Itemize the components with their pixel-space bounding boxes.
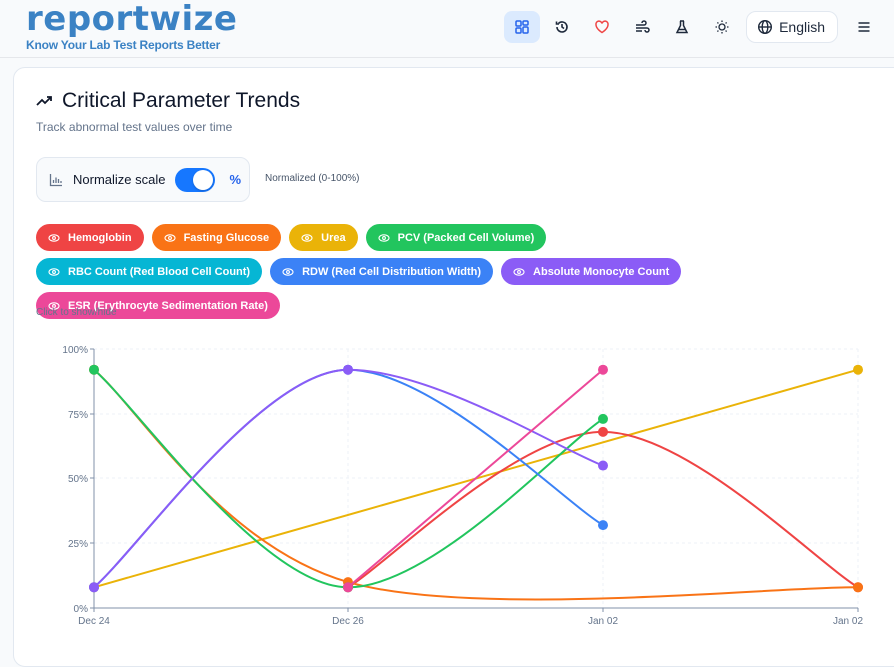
app-header: reportwize Know Your Lab Test Reports Be…: [0, 0, 894, 58]
normalize-toggle[interactable]: [175, 167, 216, 192]
card-title-text: Critical Parameter Trends: [62, 89, 301, 112]
logo[interactable]: reportwize Know Your Lab Test Reports Be…: [26, 0, 237, 52]
dashboard-icon: [515, 20, 529, 34]
svg-text:Dec 26: Dec 26: [332, 616, 364, 627]
grid: [94, 348, 859, 608]
normalize-note: Normalized (0-100%): [265, 173, 360, 184]
eye-icon: [164, 233, 176, 242]
chip-label: Fasting Glucose: [183, 231, 270, 244]
data-point[interactable]: [343, 582, 353, 593]
svg-text:Jan 02: Jan 02: [833, 616, 863, 627]
toggle-hint: Click to show/hide: [36, 307, 117, 318]
normalize-label: Normalize scale: [73, 172, 166, 187]
language-label: English: [779, 19, 825, 35]
logo-wordmark: reportwize: [26, 0, 238, 39]
dashboard-button[interactable]: [504, 11, 541, 43]
data-point[interactable]: [598, 520, 608, 531]
chip-label: PCV (Packed Cell Volume): [397, 231, 535, 244]
data-point[interactable]: [343, 364, 353, 375]
series-esr-erythrocyte-sedimentation-rate: [343, 364, 608, 593]
card-title: Critical Parameter Trends: [36, 89, 300, 113]
parameter-chip[interactable]: RDW (Red Cell Distribution Width): [270, 258, 494, 285]
chip-label: Urea: [321, 231, 346, 244]
svg-text:50%: 50%: [68, 474, 88, 485]
wind-icon: [636, 20, 650, 33]
series-fasting-glucose: [89, 364, 863, 601]
svg-text:Jan 02: Jan 02: [588, 616, 618, 627]
data-point[interactable]: [598, 413, 608, 424]
flask-icon: [675, 20, 689, 34]
data-point[interactable]: [89, 582, 99, 593]
chip-label: Hemoglobin: [68, 231, 132, 244]
data-point[interactable]: [598, 460, 608, 471]
normalize-control: Normalize scale %: [36, 157, 250, 202]
wind-button[interactable]: [624, 11, 660, 43]
parameter-chips: Hemoglobin Fasting Glucose Urea PCV (Packed…: [36, 224, 756, 319]
x-tick-labels: Dec 24 Dec 26 Jan 02 Jan 02: [78, 616, 863, 627]
chip-label: Absolute Monocyte Count: [533, 265, 670, 278]
chip-label: RBC Count (Red Blood Cell Count): [68, 265, 251, 278]
y-tick-labels: 100% 75% 50% 25% 0%: [62, 345, 88, 615]
eye-icon: [48, 233, 60, 242]
series-layer: [89, 364, 863, 601]
chip-label: RDW (Red Cell Distribution Width): [302, 265, 482, 278]
trending-up-icon: [36, 96, 52, 106]
eye-icon: [48, 301, 60, 310]
eye-icon: [301, 233, 313, 242]
menu-button[interactable]: [846, 11, 882, 43]
history-button[interactable]: [544, 11, 580, 43]
svg-text:100%: 100%: [62, 345, 88, 356]
logo-tagline: Know Your Lab Test Reports Better: [26, 38, 221, 52]
percent-icon: %: [229, 172, 242, 187]
parameter-chip[interactable]: Hemoglobin: [36, 224, 144, 251]
parameter-chip[interactable]: Urea: [289, 224, 358, 251]
data-point[interactable]: [598, 364, 608, 375]
eye-icon: [282, 267, 294, 276]
bar-chart-icon: [49, 173, 62, 186]
svg-text:Dec 24: Dec 24: [78, 616, 110, 627]
svg-text:0%: 0%: [74, 604, 89, 615]
heart-icon: [595, 20, 609, 34]
parameter-chip[interactable]: ESR (Erythrocyte Sedimentation Rate): [36, 292, 280, 319]
data-point[interactable]: [853, 582, 863, 593]
card-subtitle: Track abnormal test values over time: [36, 120, 233, 134]
globe-icon: [758, 19, 773, 35]
data-point[interactable]: [853, 364, 863, 375]
svg-text:75%: 75%: [68, 410, 88, 421]
data-point[interactable]: [598, 426, 608, 437]
parameter-chip[interactable]: Fasting Glucose: [151, 224, 282, 251]
parameter-chip[interactable]: PCV (Packed Cell Volume): [365, 224, 547, 251]
lab-button[interactable]: [664, 11, 700, 43]
chip-label: ESR (Erythrocyte Sedimentation Rate): [68, 299, 268, 312]
top-nav: English: [504, 11, 882, 43]
history-icon: [555, 21, 568, 33]
parameter-chip[interactable]: RBC Count (Red Blood Cell Count): [36, 258, 263, 285]
theme-toggle-button[interactable]: [704, 11, 740, 43]
menu-icon: [858, 22, 870, 32]
parameter-chip[interactable]: Absolute Monocyte Count: [501, 258, 682, 285]
axes: [90, 348, 859, 612]
trend-chart: 100% 75% 50% 25% 0% Dec 24 Dec 26 Jan 02…: [62, 345, 863, 627]
eye-icon: [378, 233, 390, 242]
series-absolute-monocyte-count: [89, 364, 608, 593]
data-point[interactable]: [89, 364, 99, 375]
eye-icon: [513, 267, 525, 276]
eye-icon: [48, 267, 60, 276]
language-selector[interactable]: English: [746, 11, 838, 43]
sun-icon: [715, 20, 729, 34]
svg-text:25%: 25%: [68, 539, 88, 550]
favorites-button[interactable]: [584, 11, 620, 43]
